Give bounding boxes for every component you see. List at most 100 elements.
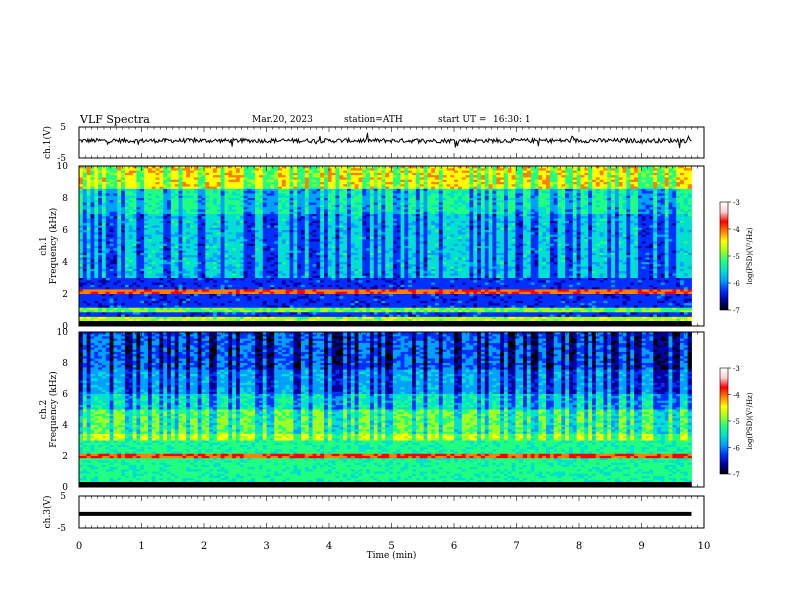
ch1-spectrogram-cell [611, 204, 616, 208]
ch1-spectrogram-cell [327, 175, 333, 178]
ch1-spectrogram-cell [584, 186, 589, 190]
ch1-spectrogram-cell [611, 202, 616, 206]
ch1-spectrogram-cell [278, 188, 283, 192]
ch1-spectrogram-cell [228, 232, 233, 235]
ch1-spectrogram-cell [457, 218, 463, 222]
ch1-spectrogram-cell [331, 198, 336, 201]
ch1-spectrogram-cell [461, 209, 467, 213]
ch1-spectrogram-cell [293, 225, 298, 229]
ch1-spectrogram-cell [530, 200, 535, 203]
ch1-spectrogram-cell [569, 166, 574, 169]
ch1-spectrogram-cell [331, 191, 336, 194]
ch1-spectrogram-cell [289, 184, 294, 187]
ch1-spectrogram-cell [312, 188, 317, 192]
ch1-spectrogram-cell [473, 223, 478, 226]
ch1-spectrogram-cell [557, 223, 562, 226]
ch1-spectrogram-cell [546, 175, 551, 178]
ch1-spectrogram-cell [641, 209, 646, 213]
ch1-spectrogram-cell [159, 220, 164, 224]
ch1-spectrogram-cell [182, 232, 187, 235]
ch1-spectrogram-cell [507, 214, 512, 217]
ch1-spectrogram-cell [442, 225, 447, 229]
ch1-spectrogram-cell [362, 204, 367, 208]
ch1-spectrogram-cell [634, 214, 639, 217]
ch1-spectrogram-cell [637, 182, 643, 185]
ch1-spectrogram-cell [611, 182, 616, 185]
ch1-spectrogram-cell [167, 188, 172, 192]
ch1-spectrogram-cell [668, 191, 673, 194]
ch1-spectrogram-cell [419, 214, 424, 217]
ch1-spectrogram-cell [113, 191, 118, 194]
ch1-spectrogram-cell [358, 186, 363, 190]
ch1-spectrogram-cell [446, 200, 451, 203]
ch1-spectrogram-cell [212, 191, 218, 194]
ch1-spectrogram-cell [155, 166, 160, 169]
ch1-spectrogram-cell [400, 220, 405, 224]
ch1-spectrogram-cell [515, 193, 520, 197]
ch1-spectrogram-cell [412, 177, 417, 181]
ch1-spectrogram-cell [680, 179, 685, 183]
ch1-spectrogram-cell [515, 166, 520, 169]
ch1-spectrogram-cell [484, 207, 490, 210]
ch1-spectrogram-cell [212, 166, 218, 169]
ch1-spectrogram-cell [438, 204, 444, 208]
ch1-spectrogram-cell [94, 200, 99, 203]
ch1-spectrogram-cell [534, 218, 539, 222]
ch1-spectrogram-cell [159, 200, 164, 203]
ch1-spectrogram-cell [683, 227, 689, 231]
ch1-spectrogram-cell [159, 166, 164, 169]
ch1-spectrogram-cell [431, 200, 436, 203]
ch1-spectrogram-cell [538, 202, 543, 206]
ch1-spectrogram-cell [350, 166, 356, 169]
ch1-spectrogram-cell [435, 220, 440, 224]
ch1-spectrogram-cell [212, 200, 218, 203]
ch1-spectrogram-cell [358, 204, 363, 208]
ch1-spectrogram-cell [526, 186, 532, 190]
ch1-spectrogram-cell [423, 211, 428, 215]
ch1-spectrogram-cell [121, 193, 126, 197]
ch1-spectrogram-cell [128, 198, 133, 201]
ch1-spectrogram-cell [373, 172, 378, 176]
ch1-spectrogram-cell [511, 218, 516, 222]
ch1-spectrogram-cell [216, 220, 222, 224]
ch1-spectrogram-cell [561, 184, 566, 187]
ch1-spectrogram-cell [354, 211, 359, 215]
ch1-spectrogram-cell [278, 198, 283, 201]
ch1-spectrogram-cell [320, 168, 325, 171]
ch1-spectrogram-cell [101, 218, 107, 222]
ch1-spectrogram-cell [381, 200, 386, 203]
ch1-spectrogram-cell [178, 207, 183, 210]
ch1-spectrogram-cell [408, 202, 413, 206]
ch1-spectrogram-cell [178, 186, 183, 190]
ch1-spectrogram-cell [680, 188, 685, 192]
ch1-spectrogram-cell [622, 179, 627, 183]
ch1-spectrogram-cell [603, 230, 608, 233]
ch1-spectrogram-cell [274, 232, 279, 235]
ch1-spectrogram-cell [205, 172, 210, 176]
ch1-spectrogram-cell [469, 198, 474, 201]
ch1-spectrogram-cell [113, 220, 118, 224]
ch1-spectrogram-cell [634, 184, 639, 187]
ch1-spectrogram-cell [235, 177, 241, 181]
ch1-spectrogram-cell [588, 188, 593, 192]
ch1-spectrogram-cell [538, 166, 543, 169]
ch1-spectrogram-cell [657, 218, 662, 222]
ch1-spectrogram-cell [473, 227, 478, 231]
ch1-spectrogram-cell [201, 214, 206, 217]
ch1-spectrogram-cell [446, 218, 451, 222]
ch1-spectrogram-cell [526, 184, 532, 187]
ch1-spectrogram-cell [304, 168, 310, 171]
ch1-spectrogram-cell [132, 227, 137, 231]
ch1-spectrogram-cell [354, 186, 359, 190]
ch1-spectrogram-cell [469, 214, 474, 217]
ch1-spectrogram-cell [484, 184, 490, 187]
ch1-spectrogram-cell [205, 179, 210, 183]
ch1-spectrogram-cell [389, 216, 394, 219]
ch1-spectrogram-cell [289, 191, 294, 194]
ch1-spectrogram-cell [144, 202, 149, 206]
ch1-spectrogram-cell [465, 200, 470, 203]
ch1-spectrogram-cell [435, 166, 440, 169]
ch1-spectrogram-cell [232, 184, 237, 187]
ch1-spectrogram-cell [132, 211, 137, 215]
ch1-spectrogram-cell [228, 204, 233, 208]
